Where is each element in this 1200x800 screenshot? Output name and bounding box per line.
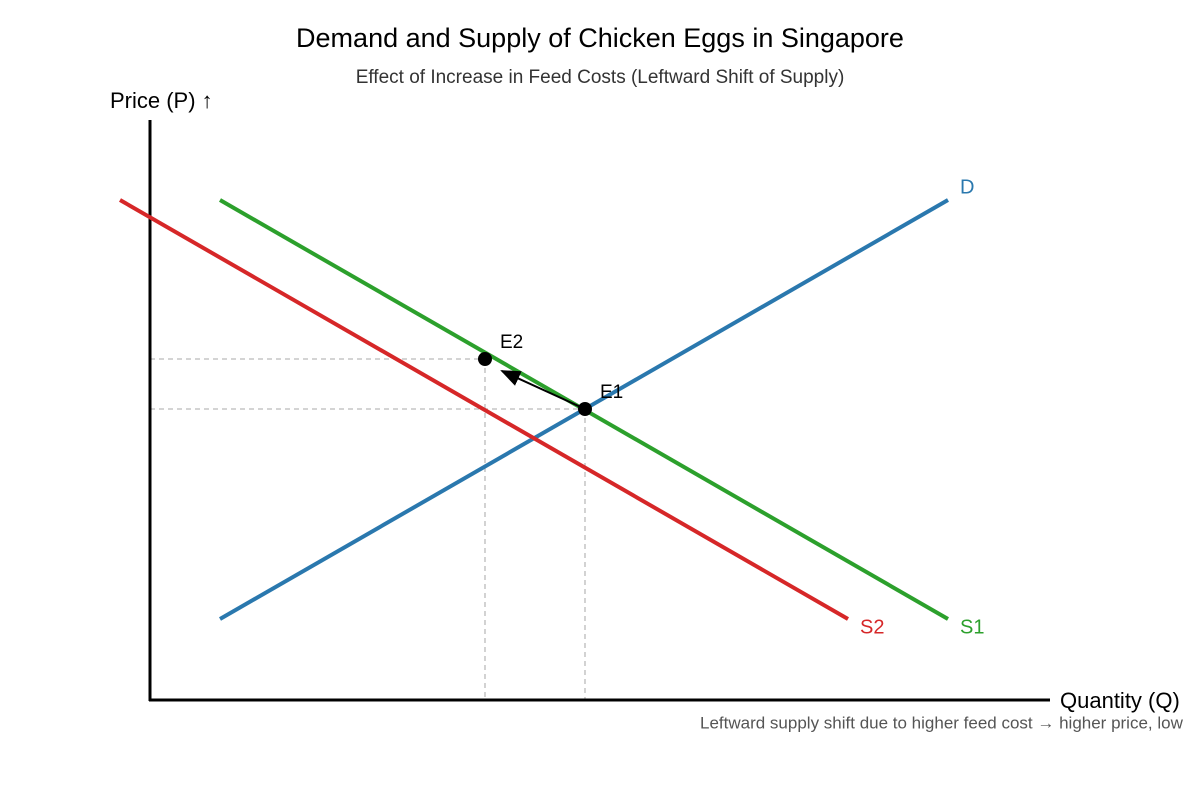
x-axis-label: Quantity (Q) [1060,688,1180,713]
note: Leftward supply shift due to higher feed… [700,713,1184,732]
supply-curve-s2 [119,198,849,621]
equilibrium-point [478,352,492,366]
shift-arrow [500,370,586,410]
curve-label: D [960,176,974,198]
point-label: E1 [600,382,623,403]
point-label: E2 [500,332,523,353]
curve-label: S1 [960,616,984,638]
curve-label: S2 [860,616,884,638]
equilibrium-point [578,402,592,416]
guides [150,358,586,700]
title: Demand and Supply of Chicken Eggs in Sin… [296,23,904,53]
subtitle: Effect of Increase in Feed Costs (Leftwa… [356,67,845,88]
y-axis-label: Price (P) ↑ [110,88,213,113]
